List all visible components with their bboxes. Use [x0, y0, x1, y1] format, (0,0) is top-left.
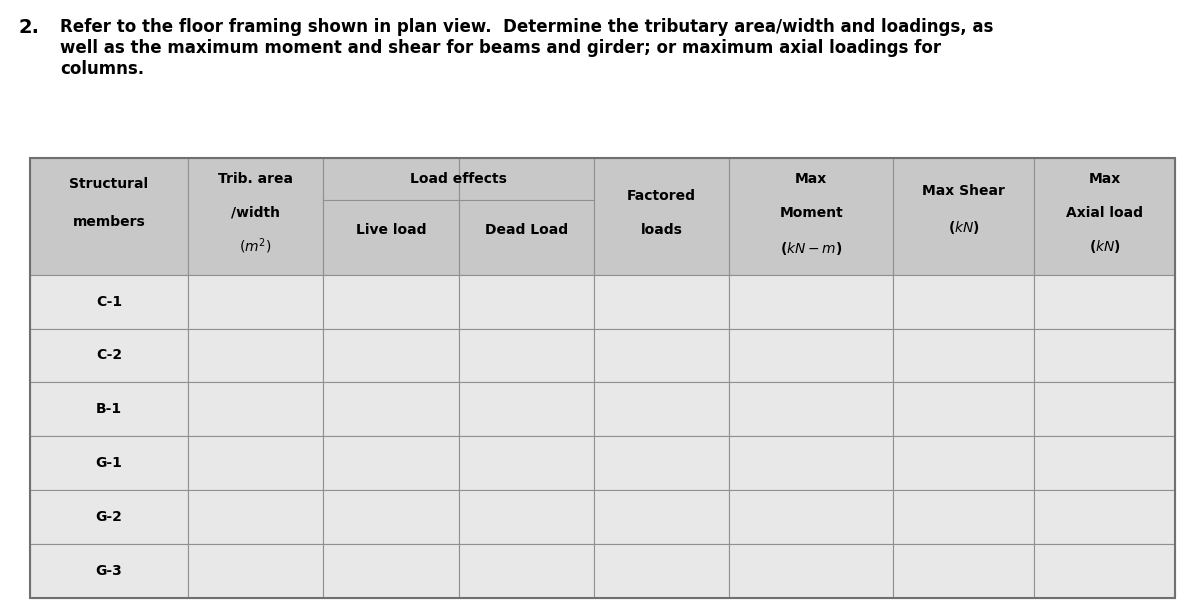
- Text: Max: Max: [796, 172, 827, 186]
- Text: C-1: C-1: [96, 295, 122, 309]
- Text: Load effects: Load effects: [410, 172, 508, 186]
- Text: Dead Load: Dead Load: [485, 223, 568, 237]
- Text: 2.: 2.: [18, 18, 38, 37]
- Text: G-2: G-2: [96, 510, 122, 524]
- Text: Live load: Live load: [355, 223, 426, 237]
- Text: Factored: Factored: [628, 190, 696, 204]
- Text: G-1: G-1: [96, 456, 122, 471]
- Text: Refer to the floor framing shown in plan view.  Determine the tributary area/wid: Refer to the floor framing shown in plan…: [60, 18, 994, 77]
- Text: B-1: B-1: [96, 402, 122, 416]
- Text: /width: /width: [232, 206, 280, 220]
- Text: loads: loads: [641, 223, 683, 237]
- Text: ($kN-m$): ($kN-m$): [780, 240, 842, 257]
- Text: Axial load: Axial load: [1066, 206, 1142, 220]
- Text: Max Shear: Max Shear: [922, 184, 1004, 198]
- Text: ($kN$): ($kN$): [1088, 238, 1121, 255]
- Text: Max: Max: [1088, 172, 1121, 186]
- Text: Structural: Structural: [70, 176, 149, 191]
- Text: Moment: Moment: [779, 206, 844, 220]
- Text: members: members: [72, 215, 145, 229]
- Text: ($kN$): ($kN$): [948, 219, 979, 236]
- Text: C-2: C-2: [96, 349, 122, 362]
- Text: $(m^2)$: $(m^2)$: [240, 237, 271, 257]
- Text: G-3: G-3: [96, 564, 122, 578]
- Text: Trib. area: Trib. area: [218, 172, 293, 186]
